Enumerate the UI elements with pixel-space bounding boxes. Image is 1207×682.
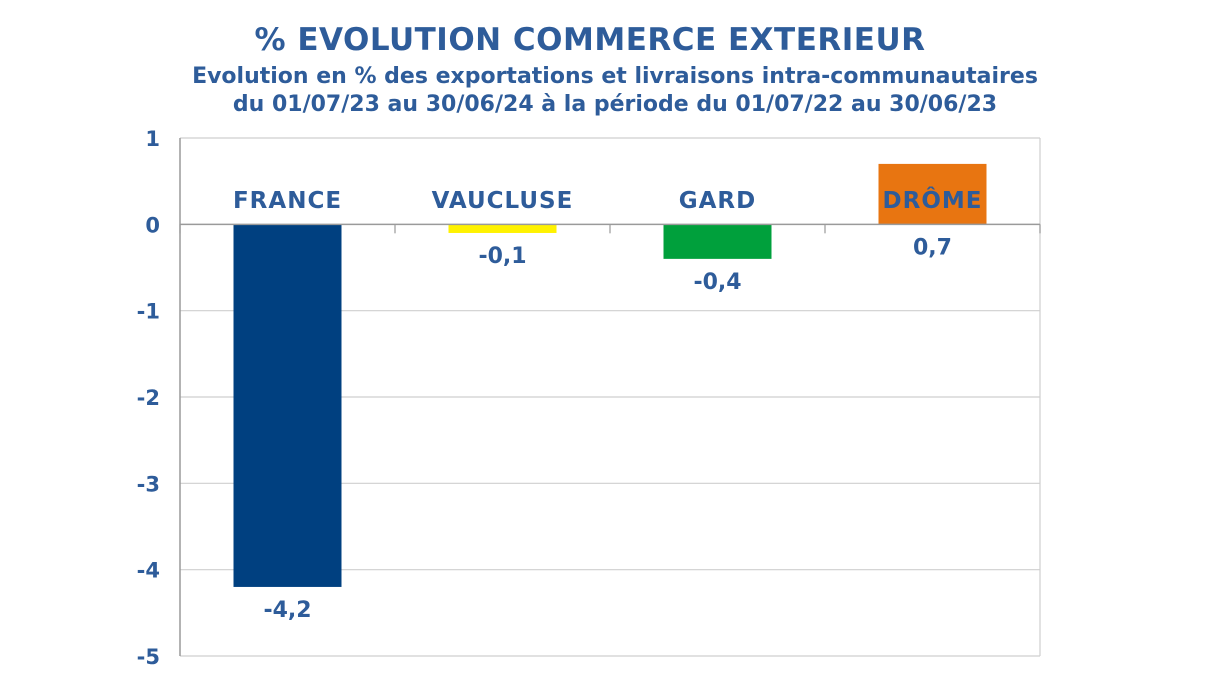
chart-subtitle-line-2: du 01/07/23 au 30/06/24 à la période du … xyxy=(232,92,998,117)
chart-subtitle-line-1: Evolution en % des exportations et livra… xyxy=(192,64,1038,89)
y-tick-label: -5 xyxy=(137,645,160,669)
y-tick-label: 1 xyxy=(145,127,160,151)
category-label: FRANCE xyxy=(233,188,342,214)
bars xyxy=(233,163,987,587)
chart-title: % EVOLUTION COMMERCE EXTERIEUR xyxy=(254,22,926,58)
bar xyxy=(663,224,772,259)
y-tick-label: -1 xyxy=(137,300,160,324)
data-label: -4,2 xyxy=(263,598,311,623)
bar xyxy=(448,224,557,233)
y-tick-label: -2 xyxy=(137,386,160,410)
y-tick-label: 0 xyxy=(145,213,160,237)
data-label: 0,7 xyxy=(913,235,952,260)
category-label: VAUCLUSE xyxy=(432,188,574,214)
bar xyxy=(878,163,987,225)
y-tick-label: -3 xyxy=(137,472,160,496)
labels: 1 0 -1 -2 -3 -4 -5 FRANCE VAUCLUSE GARD DRÔME -4,2 -… xyxy=(137,127,983,669)
bar xyxy=(233,224,342,587)
data-label: -0,1 xyxy=(478,244,526,269)
data-label: -0,4 xyxy=(693,270,741,295)
category-label: DRÔME xyxy=(883,186,983,214)
category-label: GARD xyxy=(679,188,756,214)
axes xyxy=(179,138,1041,656)
y-tick-label: -4 xyxy=(137,559,160,583)
